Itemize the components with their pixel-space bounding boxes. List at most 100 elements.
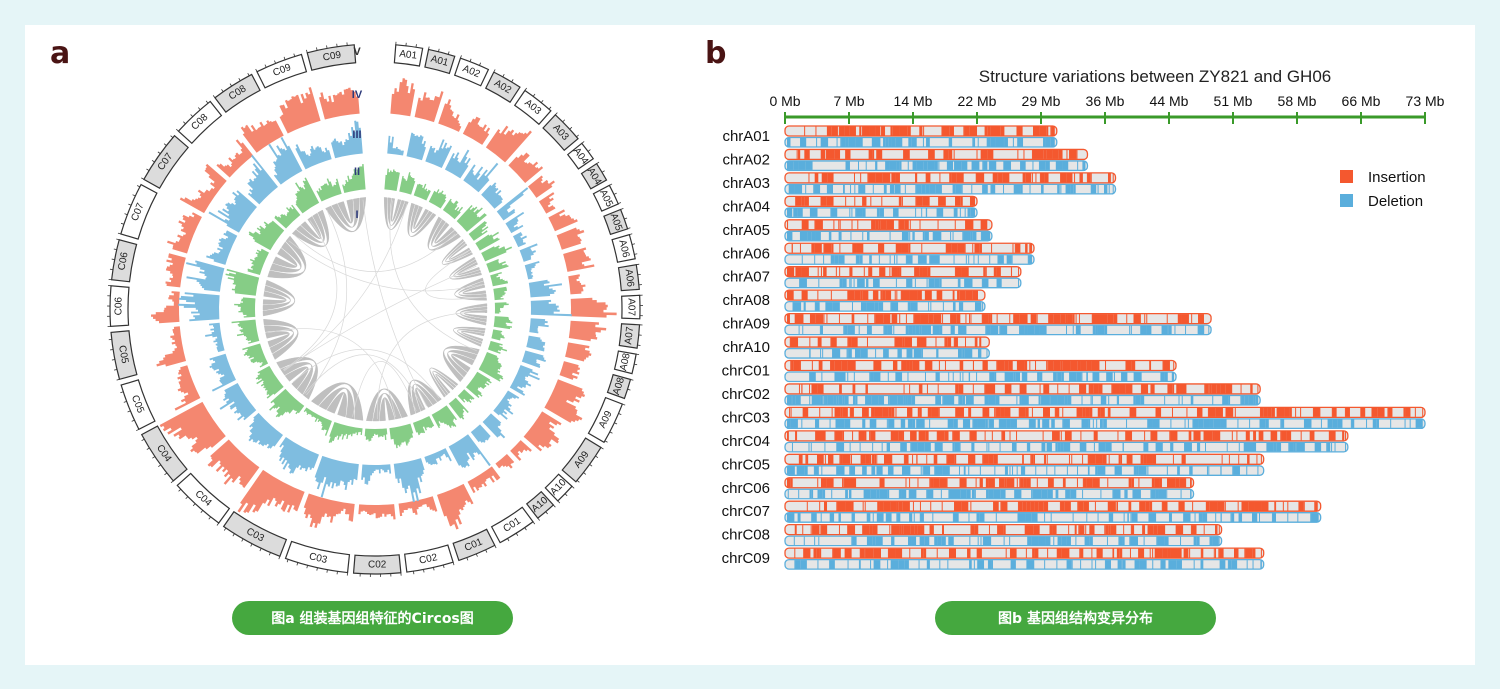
deletion-block <box>912 419 916 428</box>
insertion-mark <box>1312 407 1314 417</box>
insertion-block <box>1079 384 1087 394</box>
deletion-block <box>1184 442 1192 452</box>
insertion-block <box>937 431 945 441</box>
deletion-block <box>954 208 958 217</box>
ideogram-tick <box>620 207 624 210</box>
deletion-block <box>909 513 913 522</box>
insertion-block <box>842 454 851 464</box>
track-iv-segment <box>156 326 187 367</box>
chromosome-ideogram-a03 <box>542 113 579 152</box>
insertion-block <box>1089 525 1095 535</box>
track-iii-bar <box>448 434 491 468</box>
deletion-block <box>1168 560 1177 569</box>
insertion-mark <box>1019 384 1021 394</box>
track-iii-bar <box>295 144 332 170</box>
x-tick-label: 22 Mb <box>958 93 997 109</box>
insertion-block <box>1022 501 1027 511</box>
insertion-block <box>1176 525 1184 535</box>
deletion-mark <box>1166 489 1168 499</box>
deletion-block <box>1066 560 1072 569</box>
deletion-mark <box>873 560 875 569</box>
deletion-block <box>1053 372 1057 381</box>
insertion-block <box>1250 384 1253 394</box>
deletion-block <box>1011 255 1013 264</box>
deletion-mark <box>1103 184 1105 194</box>
synteny-ribbon <box>262 291 287 305</box>
deletion-block <box>970 231 973 241</box>
deletion-block <box>876 489 880 499</box>
insertion-block <box>1010 548 1017 558</box>
track-iv-bar <box>568 320 607 342</box>
caption-a-button[interactable]: 图a 组装基因组特征的Circos图 <box>232 601 513 635</box>
deletion-block <box>1005 466 1008 475</box>
track-ii-segment <box>456 205 487 232</box>
insertion-block <box>800 314 804 324</box>
ideogram-tick <box>293 53 296 57</box>
deletion-mark <box>1366 419 1368 428</box>
deletion-mark <box>1129 536 1131 546</box>
deletion-mark <box>952 184 954 194</box>
ideogram-tick <box>564 493 568 497</box>
insertion-block <box>1388 407 1393 417</box>
deletion-block <box>1104 184 1108 194</box>
deletion-mark <box>1249 419 1251 428</box>
deletion-block <box>993 489 1001 499</box>
track-iv-segment <box>237 469 305 514</box>
chromosome-row-label: chrC07 <box>722 503 770 520</box>
insertion-mark <box>980 149 982 159</box>
insertion-mark <box>1078 525 1080 535</box>
deletion-mark <box>1192 419 1194 428</box>
deletion-mark <box>929 419 931 428</box>
insertion-block <box>950 173 952 183</box>
insertion-block <box>1010 267 1013 277</box>
deletion-block <box>867 231 870 241</box>
deletion-mark <box>1053 536 1055 546</box>
deletion-block <box>1239 513 1243 522</box>
deletion-block <box>1082 419 1089 428</box>
insertion-block <box>1016 361 1025 370</box>
insertion-mark <box>1066 149 1068 159</box>
deletion-block <box>916 161 924 170</box>
deletion-block <box>875 161 878 170</box>
deletion-mark <box>1240 395 1242 405</box>
insertion-mark <box>794 314 796 324</box>
deletion-block <box>792 395 796 405</box>
insertion-block <box>899 220 905 230</box>
insertion-mark <box>806 501 808 511</box>
track-ii-segment <box>468 221 489 241</box>
insertion-block <box>842 407 848 417</box>
insertion-block <box>1083 501 1089 511</box>
chromosome-label: A06 <box>616 239 631 259</box>
insertion-block <box>933 478 940 488</box>
deletion-block <box>929 278 935 288</box>
track-iv-segment <box>570 297 617 318</box>
insertion-block <box>1043 384 1050 394</box>
deletion-block <box>1027 442 1031 452</box>
insertion-mark <box>1260 454 1262 464</box>
caption-b-button[interactable]: 图b 基因组结构变异分布 <box>935 601 1216 635</box>
x-tick-label: 58 Mb <box>1278 93 1317 109</box>
insertion-block <box>1205 501 1210 511</box>
insertion-block <box>879 501 884 511</box>
insertion-mark <box>883 454 885 464</box>
deletion-mark <box>1148 513 1150 522</box>
track-ii-bar <box>389 423 414 449</box>
insertion-block <box>833 548 841 558</box>
insertion-block <box>1260 407 1264 417</box>
insertion-block <box>811 384 818 394</box>
deletion-block <box>787 138 791 147</box>
deletion-mark <box>860 302 862 311</box>
deletion-block <box>905 325 909 335</box>
deletion-mark <box>1077 466 1079 475</box>
insertion-block <box>1112 548 1115 558</box>
chromosome-row-label: chrC04 <box>722 433 770 450</box>
insertion-mark <box>818 361 820 370</box>
insertion-block <box>898 501 901 511</box>
chromosome-ideogram-a01 <box>424 48 456 75</box>
insertion-mark <box>819 407 821 417</box>
insertion-block <box>834 407 841 417</box>
deletion-mark <box>823 395 825 405</box>
insertion-block <box>815 173 819 183</box>
ideogram-tick <box>176 128 179 132</box>
insertion-block <box>1000 126 1005 136</box>
